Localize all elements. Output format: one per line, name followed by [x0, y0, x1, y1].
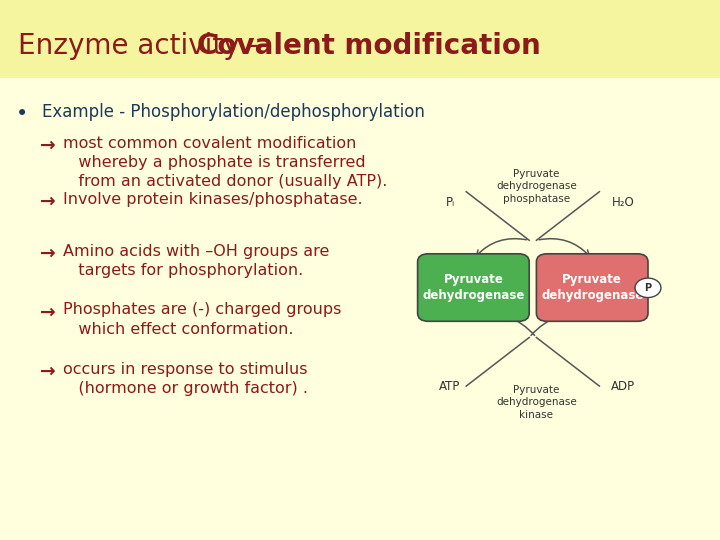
Bar: [0, 0, 720, 78]
FancyBboxPatch shape: [418, 254, 529, 321]
Text: Involve protein kinases/phosphatase.: Involve protein kinases/phosphatase.: [63, 192, 363, 207]
Text: →: →: [40, 136, 55, 155]
Text: •: •: [16, 104, 28, 124]
Text: Pyruvate
dehydrogenase
kinase: Pyruvate dehydrogenase kinase: [496, 385, 577, 420]
Text: Amino acids with –OH groups are
   targets for phosphorylation.: Amino acids with –OH groups are targets …: [63, 244, 330, 278]
Text: Pyruvate
dehydrogenase: Pyruvate dehydrogenase: [541, 273, 644, 302]
Text: H₂O: H₂O: [611, 196, 634, 209]
Text: →: →: [40, 302, 55, 321]
Text: Pyruvate
dehydrogenase: Pyruvate dehydrogenase: [422, 273, 525, 302]
Text: Enzyme activity -: Enzyme activity -: [18, 32, 267, 60]
Text: P: P: [644, 283, 652, 293]
Text: Phosphates are (-) charged groups
   which effect conformation.: Phosphates are (-) charged groups which …: [63, 302, 342, 336]
FancyBboxPatch shape: [536, 254, 648, 321]
Text: Covalent modification: Covalent modification: [197, 32, 540, 60]
Text: →: →: [40, 244, 55, 263]
Text: most common covalent modification
   whereby a phosphate is transferred
   from : most common covalent modification whereb…: [63, 136, 388, 190]
Text: ATP: ATP: [439, 380, 461, 393]
Text: →: →: [40, 362, 55, 381]
Text: Example - Phosphorylation/dephosphorylation: Example - Phosphorylation/dephosphorylat…: [42, 103, 425, 120]
Text: Pᵢ: Pᵢ: [446, 196, 454, 209]
Circle shape: [635, 278, 661, 298]
Text: →: →: [40, 192, 55, 211]
Text: ADP: ADP: [611, 380, 635, 393]
Text: Pyruvate
dehydrogenase
phosphatase: Pyruvate dehydrogenase phosphatase: [496, 169, 577, 204]
Text: occurs in response to stimulus
   (hormone or growth factor) .: occurs in response to stimulus (hormone …: [63, 362, 308, 396]
